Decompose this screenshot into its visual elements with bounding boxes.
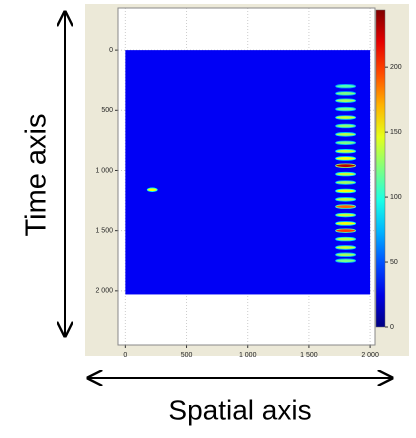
spot [335,98,357,103]
spot [335,228,357,233]
y-axis-label: Time axis [21,114,53,237]
spot [146,187,158,192]
spot [335,163,357,168]
spot [335,156,357,161]
plot: 0 500 1 000 1 500 2 000 0 500 1 000 1 500 2 000 [95,7,379,359]
x-tick-label: 1 500 [300,352,318,359]
x-tick-label: 0 [123,352,127,359]
spot [335,221,357,226]
y-tick-label: 1 500 [95,228,113,235]
spot [335,115,357,120]
y-tick-label: 1 000 [95,167,113,174]
image-background [125,50,371,295]
spot [335,132,357,137]
y-tick-label: 500 [101,107,113,114]
spot [335,212,357,218]
colorbar-tick-label: 0 [390,324,394,331]
spot [335,236,357,242]
colorbar-tick-label: 200 [390,64,402,71]
spot [335,245,357,250]
colorbar-tick-label: 150 [390,129,402,136]
x-tick-label: 2 000 [361,352,379,359]
colorbar-tick-label: 50 [390,259,398,266]
spot [335,180,357,185]
spot [335,149,357,154]
spot [335,123,357,129]
spot [335,258,357,263]
colorbar-tick-label: 100 [390,194,402,201]
x-tick-label: 1 000 [239,352,257,359]
spot [335,140,357,145]
x-tick-label: 500 [181,352,193,359]
spot [335,84,357,89]
x-axis-label: Spatial axis [168,394,311,425]
y-tick-label: 0 [109,47,113,54]
spot [335,91,357,96]
spot [335,106,357,112]
spot [335,188,357,194]
spot [335,204,357,209]
axes-frame [117,7,376,346]
spot [335,197,357,202]
y-tick-label: 2 000 [95,288,113,295]
spot [335,252,357,257]
colorbar [375,9,386,328]
spot [335,171,357,177]
